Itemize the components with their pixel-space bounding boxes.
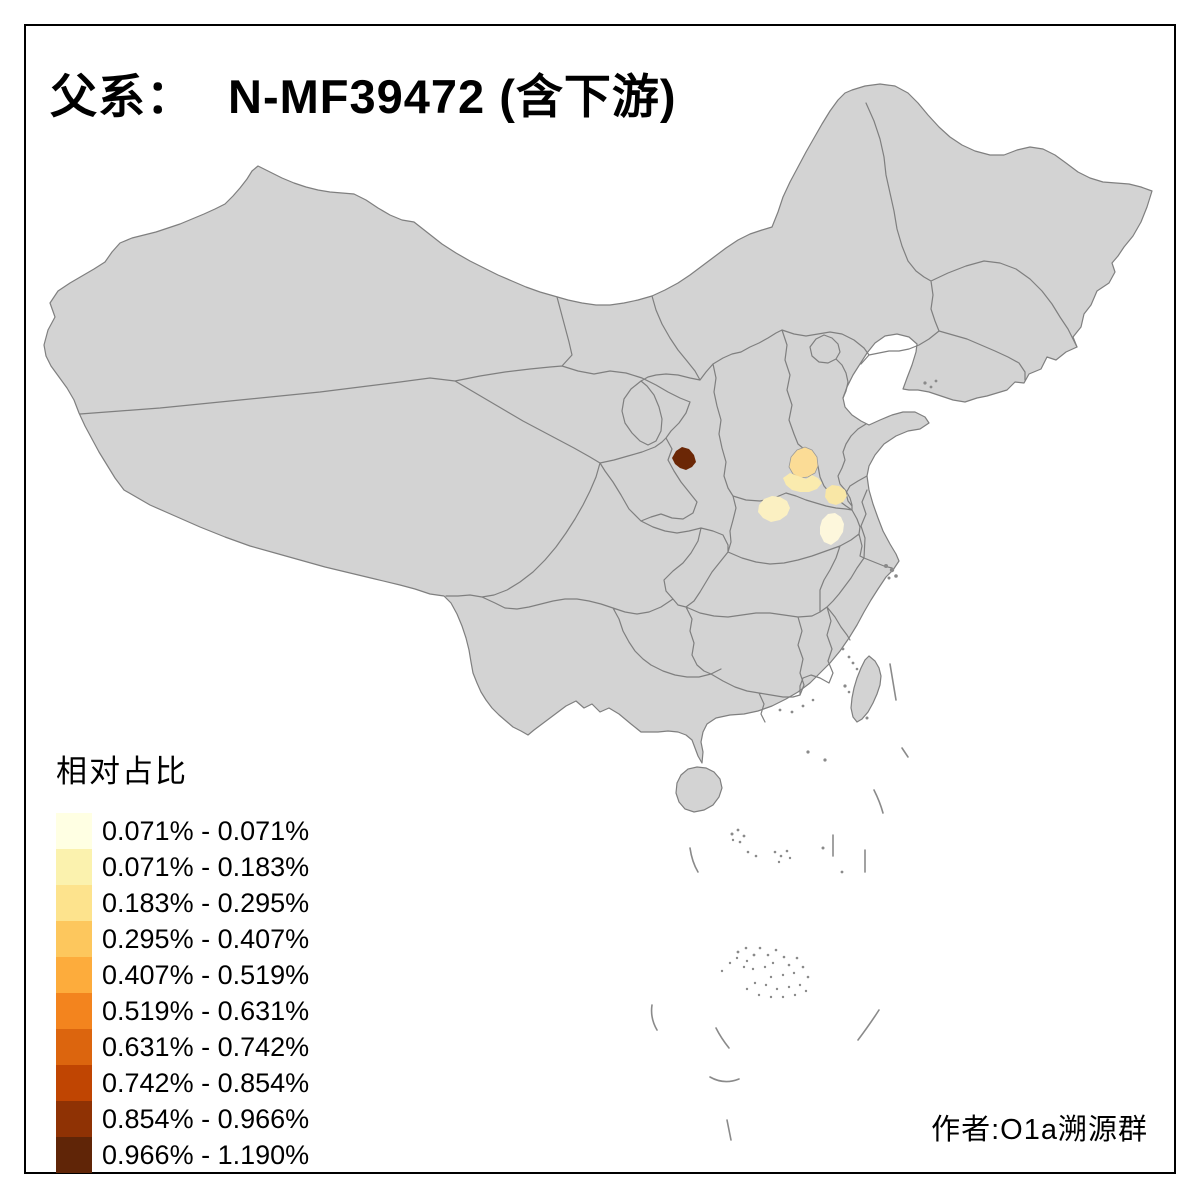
legend-item: 0.742% - 0.854% — [56, 1065, 309, 1101]
title-main: N-MF39472 (含下游) — [228, 70, 677, 123]
region-henan-southeast — [820, 513, 844, 545]
legend-item: 0.407% - 0.519% — [56, 957, 309, 993]
mainland-landmass — [43, 83, 1153, 764]
region-shaanxi-north — [672, 447, 696, 470]
region-henan-north — [825, 485, 847, 505]
legend-swatch — [56, 1029, 92, 1065]
legend-swatch — [56, 1101, 92, 1137]
legend-swatch — [56, 1137, 92, 1173]
legend: 相对占比 0.071% - 0.071% 0.071% - 0.183% 0.183… — [56, 746, 309, 1173]
hainan-island — [675, 766, 723, 813]
legend-label: 0.519% - 0.631% — [102, 995, 310, 1026]
legend-item: 0.966% - 1.190% — [56, 1137, 309, 1173]
legend-swatch — [56, 957, 92, 993]
south-china-sea-islands — [650, 828, 880, 1141]
plot-title: 父系： N-MF39472 (含下游) — [50, 58, 677, 127]
legend-items: 0.071% - 0.071% 0.071% - 0.183% 0.183% - 0… — [56, 813, 309, 1173]
region-henan-west — [758, 496, 790, 522]
title-prefix: 父系： — [50, 72, 194, 124]
region-shanxi-south — [783, 473, 822, 492]
legend-label: 0.854% - 0.966% — [102, 1103, 310, 1134]
legend-label: 0.071% - 0.071% — [102, 815, 310, 846]
legend-item: 0.519% - 0.631% — [56, 993, 309, 1029]
legend-label: 0.407% - 0.519% — [102, 959, 310, 990]
legend-label: 0.295% - 0.407% — [102, 923, 310, 954]
legend-swatch — [56, 813, 92, 849]
legend-swatch — [56, 993, 92, 1029]
legend-item: 0.071% - 0.183% — [56, 849, 309, 885]
legend-item: 0.071% - 0.071% — [56, 813, 309, 849]
legend-label: 0.966% - 1.190% — [102, 1139, 310, 1170]
legend-swatch — [56, 849, 92, 885]
province-borders — [79, 102, 1078, 723]
legend-item: 0.854% - 0.966% — [56, 1101, 309, 1137]
legend-swatch — [56, 885, 92, 921]
legend-item: 0.183% - 0.295% — [56, 885, 309, 921]
legend-label: 0.183% - 0.295% — [102, 887, 310, 918]
legend-swatch — [56, 921, 92, 957]
legend-title: 相对占比 — [56, 754, 188, 789]
legend-label: 0.631% - 0.742% — [102, 1031, 310, 1062]
legend-item: 0.295% - 0.407% — [56, 921, 309, 957]
legend-swatch — [56, 1065, 92, 1101]
legend-label: 0.742% - 0.854% — [102, 1067, 310, 1098]
attribution: 作者:O1a溯源群 — [931, 1114, 1148, 1146]
legend-item: 0.631% - 0.742% — [56, 1029, 309, 1065]
taiwan-island — [850, 655, 882, 723]
coastal-islands — [778, 379, 938, 814]
legend-label: 0.071% - 0.183% — [102, 851, 310, 882]
